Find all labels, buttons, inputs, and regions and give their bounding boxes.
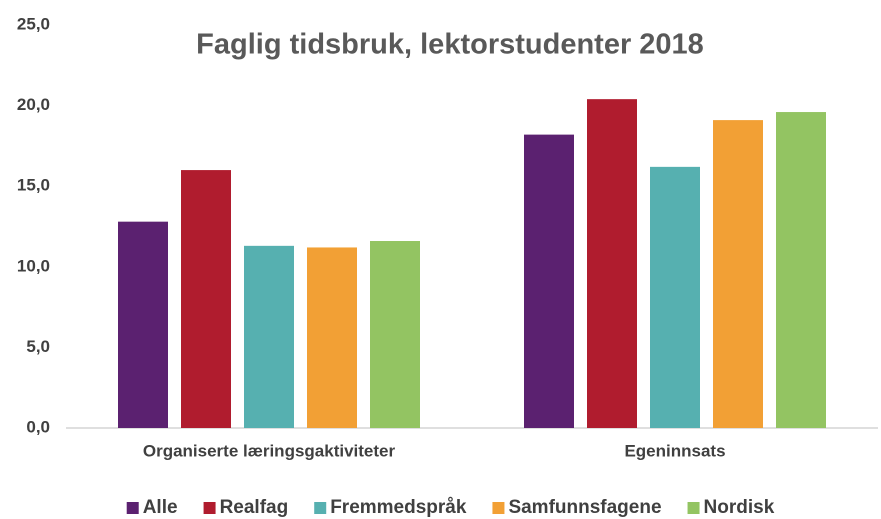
- bar: [181, 170, 231, 428]
- bar: [713, 120, 763, 428]
- legend-label: Realfag: [220, 497, 289, 518]
- y-tick-label: 0,0: [26, 417, 50, 436]
- bar: [307, 247, 357, 428]
- x-tick-label: Egeninnsats: [624, 441, 725, 460]
- y-tick-label: 5,0: [26, 337, 50, 356]
- bar: [118, 221, 168, 428]
- legend-swatch: [126, 502, 139, 514]
- bar: [524, 134, 574, 428]
- legend-swatch: [314, 502, 327, 514]
- y-tick-label: 25,0: [17, 14, 50, 33]
- legend-swatch: [203, 502, 216, 514]
- bar: [650, 166, 700, 428]
- x-tick-label: Organiserte læringsgaktiviteter: [143, 441, 396, 460]
- y-tick-label: 15,0: [17, 176, 50, 195]
- bar: [776, 112, 826, 428]
- y-tick-label: 20,0: [17, 95, 50, 114]
- legend-swatch: [492, 502, 505, 514]
- bar: [587, 99, 637, 428]
- bar: [244, 245, 294, 428]
- legend-swatch: [687, 502, 700, 514]
- legend-label: Fremmedspråk: [330, 497, 467, 518]
- legend-label: Alle: [143, 497, 178, 518]
- bar: [370, 241, 420, 428]
- y-tick-label: 10,0: [17, 256, 50, 275]
- chart-title: Faglig tidsbruk, lektorstudenter 2018: [196, 29, 704, 61]
- legend-label: Nordisk: [704, 497, 775, 518]
- legend-label: Samfunnsfagene: [508, 497, 661, 518]
